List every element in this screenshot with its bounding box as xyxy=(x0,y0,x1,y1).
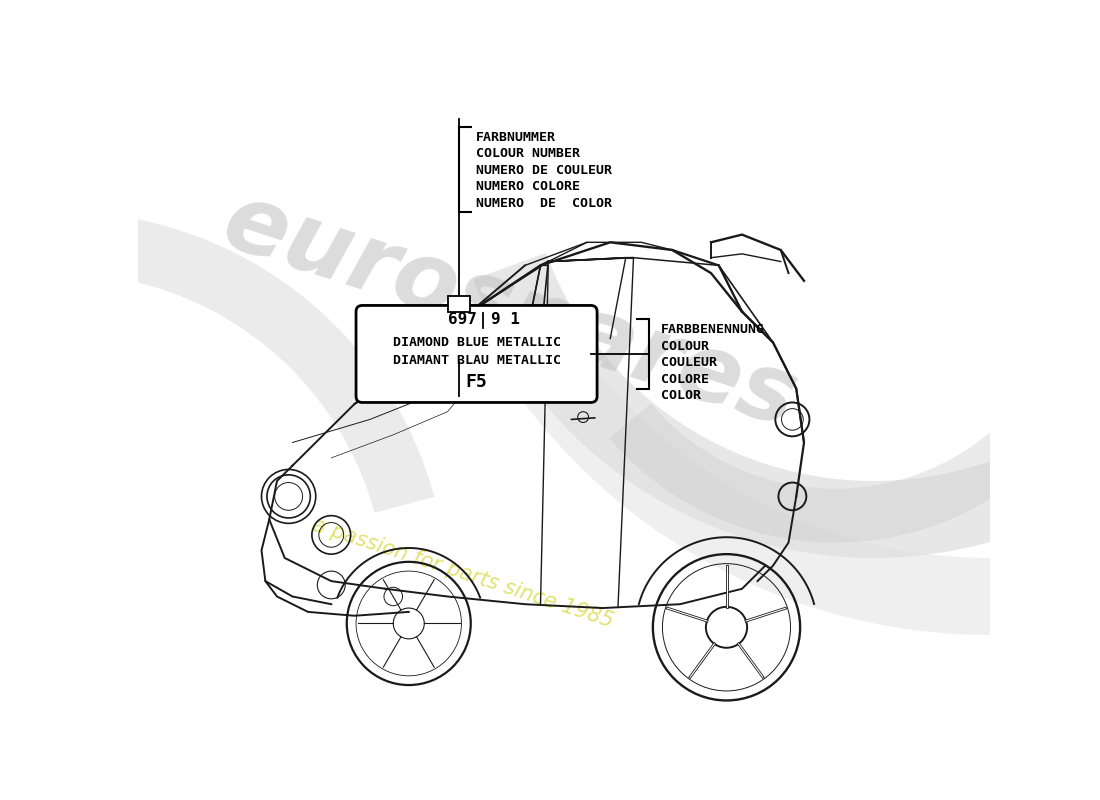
Text: FARBBENENNUNG: FARBBENENNUNG xyxy=(661,323,764,336)
Polygon shape xyxy=(486,101,1100,635)
Text: DIAMANT BLAU METALLIC: DIAMANT BLAU METALLIC xyxy=(393,354,561,367)
Text: a passion for parts since 1985: a passion for parts since 1985 xyxy=(310,515,616,631)
Text: NUMERO DE COULEUR: NUMERO DE COULEUR xyxy=(476,164,613,177)
Text: COLOR: COLOR xyxy=(661,390,701,402)
Polygon shape xyxy=(609,370,1090,542)
Text: NUMERO COLORE: NUMERO COLORE xyxy=(476,180,580,194)
Text: COLORE: COLORE xyxy=(661,373,708,386)
Text: F5: F5 xyxy=(465,373,487,391)
Text: COLOUR NUMBER: COLOUR NUMBER xyxy=(476,147,580,160)
Text: DIAMOND BLUE METALLIC: DIAMOND BLUE METALLIC xyxy=(393,337,561,350)
Text: 9 1: 9 1 xyxy=(491,312,519,326)
Text: FARBNUMMER: FARBNUMMER xyxy=(476,130,557,144)
Text: 697: 697 xyxy=(448,312,476,326)
Text: COLOUR: COLOUR xyxy=(661,340,708,353)
Polygon shape xyxy=(0,211,434,513)
Text: eurospares: eurospares xyxy=(211,175,807,448)
Text: NUMERO  DE  COLOR: NUMERO DE COLOR xyxy=(476,197,613,210)
Text: COULEUR: COULEUR xyxy=(661,356,716,370)
Polygon shape xyxy=(473,194,1100,558)
FancyBboxPatch shape xyxy=(356,306,597,402)
Bar xyxy=(449,296,470,311)
